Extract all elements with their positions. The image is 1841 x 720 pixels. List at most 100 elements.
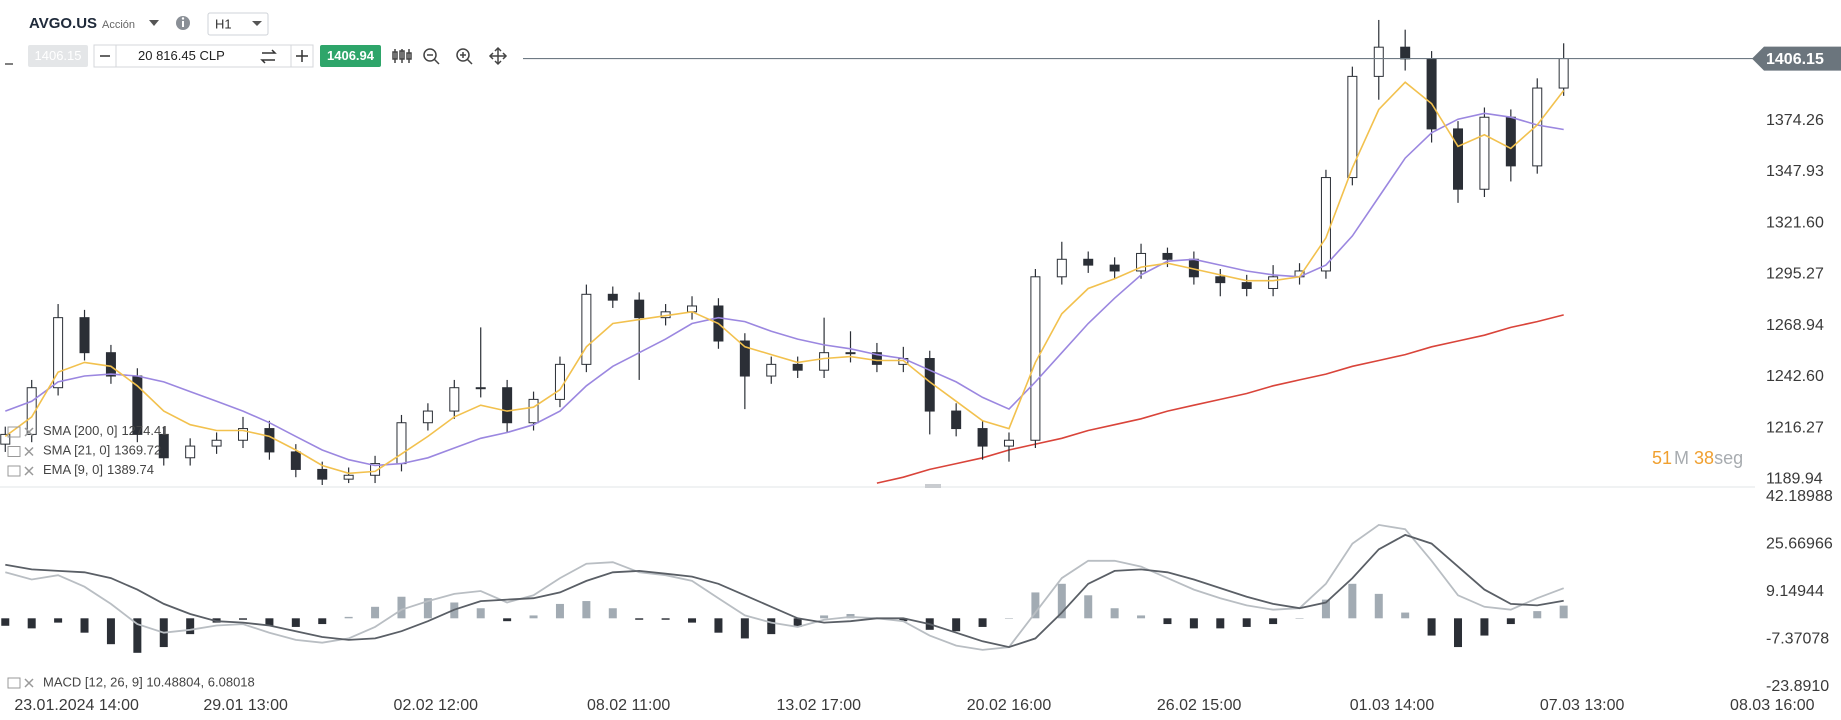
decrease-button[interactable] xyxy=(93,44,117,68)
candle-body xyxy=(554,363,565,400)
candle-body xyxy=(1320,177,1331,272)
legend-name: SMA [200, 0] xyxy=(43,423,117,438)
candle-body xyxy=(792,363,803,371)
histogram-bar xyxy=(1506,618,1515,625)
histogram-bar xyxy=(1559,605,1568,619)
histogram-bar xyxy=(1533,611,1542,619)
legend-icon xyxy=(7,426,21,438)
candle-body xyxy=(1453,128,1464,190)
candle-body xyxy=(1109,264,1120,272)
histogram-bar xyxy=(1427,618,1436,636)
timeframe-select[interactable] xyxy=(207,12,269,36)
indicator-legend: SMA [21, 0] 1369.72 xyxy=(7,443,161,458)
countdown-minutes-unit: M xyxy=(1674,448,1689,468)
histogram-bar xyxy=(978,618,987,627)
timeframe-dropdown xyxy=(252,21,262,26)
candle-body xyxy=(1030,276,1041,441)
info-icon[interactable] xyxy=(176,16,190,30)
histogram-bar xyxy=(1321,599,1330,619)
candle-body xyxy=(951,410,962,430)
histogram-bar xyxy=(239,618,248,620)
x-tick-label: 01.03 14:00 xyxy=(1350,697,1435,714)
legend-value: 1369.72 xyxy=(114,443,161,458)
indicator-line xyxy=(876,314,1564,484)
pan-icon[interactable] xyxy=(488,46,508,66)
current-price-label: 1406.15 xyxy=(1766,51,1824,68)
increase-button[interactable] xyxy=(290,44,314,68)
swap-icon[interactable] xyxy=(260,49,277,64)
pane-resize-handle[interactable] xyxy=(925,484,941,488)
ask-box[interactable] xyxy=(320,45,381,67)
y-tick-label: 1321.60 xyxy=(1766,214,1824,231)
candle-body xyxy=(1532,87,1543,167)
histogram-bar xyxy=(1,618,10,626)
candle-body xyxy=(845,352,856,355)
candle-body xyxy=(1505,116,1516,167)
symbol[interactable]: AVGO.US xyxy=(29,15,97,32)
y-tick-label: 1216.27 xyxy=(1766,419,1824,436)
candle-body xyxy=(475,387,486,390)
histogram-bar xyxy=(371,606,380,619)
candle-body xyxy=(1558,58,1569,89)
candle-body xyxy=(1241,282,1252,289)
histogram-bar xyxy=(1084,595,1093,619)
legend-remove-icon[interactable] xyxy=(24,427,34,437)
histogram-bar xyxy=(1137,615,1146,619)
candle-body xyxy=(1426,58,1437,130)
candle-body xyxy=(1162,252,1173,260)
legend-icon xyxy=(7,446,21,457)
legend-name: SMA [21, 0] xyxy=(43,443,110,458)
indicator-legend: EMA [9, 0] 1389.74 xyxy=(7,462,154,477)
x-tick-label: 20.02 16:00 xyxy=(967,697,1052,714)
candle-body xyxy=(185,445,196,459)
candle-body xyxy=(79,317,90,354)
bid-price: 1406.15 xyxy=(35,48,82,63)
histogram-bar xyxy=(80,618,89,633)
histogram-bar xyxy=(1401,612,1410,619)
histogram-bar xyxy=(1242,618,1251,627)
volume: 20 816.45 CLP xyxy=(138,48,225,63)
y-tick-label: 1189.94 xyxy=(1766,470,1823,487)
ask-price: 1406.94 xyxy=(327,48,375,63)
macd-line xyxy=(5,523,1565,651)
legend-value: 1274.41 xyxy=(121,423,168,438)
candle-body xyxy=(1136,252,1147,272)
legend-remove-icon[interactable] xyxy=(24,446,34,457)
histogram-bar xyxy=(186,618,195,635)
legend-remove-icon[interactable] xyxy=(24,678,34,688)
x-tick-label: 02.02 12:00 xyxy=(394,697,479,714)
candle-body xyxy=(105,352,116,377)
symbol-dropdown[interactable] xyxy=(149,20,159,26)
chart-type-icon[interactable] xyxy=(392,49,412,63)
candle-body xyxy=(739,340,750,377)
candle-body xyxy=(396,422,407,465)
histogram-bar xyxy=(1454,618,1463,648)
legend-icon xyxy=(7,677,21,689)
legend-text: EMA [9, 0] 1389.74 xyxy=(43,462,154,477)
candle-body xyxy=(370,463,381,476)
histogram-bar xyxy=(899,618,908,622)
candle-body xyxy=(977,428,988,447)
indicator-line xyxy=(4,81,1565,475)
y-tick-label: 9.14944 xyxy=(1766,583,1824,600)
candle-body xyxy=(264,428,275,453)
legend-remove-icon[interactable] xyxy=(24,466,34,476)
countdown-seconds-unit: seg xyxy=(1714,448,1743,468)
candle-body xyxy=(1479,116,1490,190)
legend-icon xyxy=(7,465,21,477)
histogram-bar xyxy=(529,615,538,619)
x-tick-label: 13.02 17:00 xyxy=(777,697,862,714)
bid-box[interactable] xyxy=(28,45,88,67)
current-price-tag xyxy=(1752,46,1841,71)
zoom-in-icon[interactable] xyxy=(456,48,473,65)
countdown-minutes: 51 xyxy=(1652,448,1672,468)
candle-body xyxy=(634,299,645,319)
histogram-bar xyxy=(1480,618,1489,636)
zoom-out-icon[interactable] xyxy=(423,48,440,65)
candle-body xyxy=(528,398,539,424)
histogram-bar xyxy=(476,608,485,619)
macd-legend: MACD [12, 26, 9] 10.48804, 6.08018 xyxy=(7,674,255,689)
y-tick-label: -23.8910 xyxy=(1766,678,1829,695)
histogram-bar xyxy=(397,596,406,619)
